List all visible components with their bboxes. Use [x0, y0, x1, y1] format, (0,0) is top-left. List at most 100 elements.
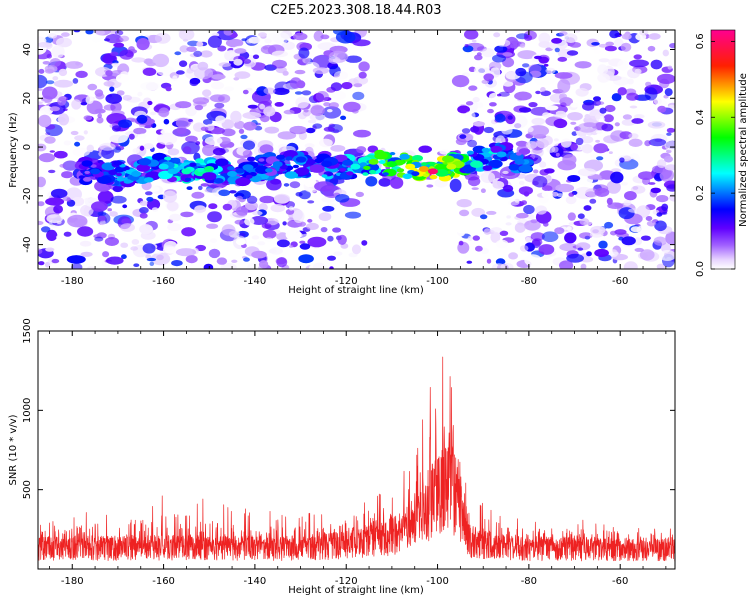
noise-blob	[62, 196, 71, 202]
noise-blob	[606, 180, 621, 194]
noise-blob	[313, 30, 324, 42]
y-tick-label: 1000	[22, 398, 33, 423]
noise-blob	[314, 181, 335, 192]
band-blob	[422, 173, 430, 178]
noise-blob	[197, 61, 209, 71]
noise-blob	[605, 75, 622, 81]
noise-blob	[577, 213, 585, 219]
noise-blob	[480, 214, 488, 220]
band-blob	[321, 174, 328, 178]
band-blob	[518, 148, 531, 155]
noise-blob	[172, 75, 178, 81]
noise-blob	[110, 101, 122, 113]
noise-blob	[543, 168, 555, 174]
noise-blob	[481, 48, 495, 58]
noise-blob	[38, 88, 43, 91]
noise-blob	[627, 68, 641, 79]
noise-blob	[592, 229, 599, 234]
noise-blob	[38, 42, 53, 48]
noise-blob	[667, 65, 673, 70]
noise-blob	[85, 95, 94, 105]
noise-blob	[289, 245, 294, 248]
band-blob	[399, 153, 410, 160]
noise-blob	[648, 33, 661, 40]
noise-blob	[604, 104, 616, 113]
noise-blob	[99, 142, 116, 151]
noise-blob	[194, 104, 204, 111]
noise-blob	[320, 227, 328, 233]
noise-blob	[352, 91, 365, 101]
noise-blob	[221, 224, 236, 236]
noise-blob	[214, 102, 225, 109]
noise-blob	[210, 81, 225, 90]
band-blob	[283, 150, 298, 159]
band-blob	[235, 177, 251, 187]
band-peak	[496, 151, 507, 158]
noise-blob	[209, 238, 218, 244]
noise-blob	[139, 200, 148, 206]
noise-blob	[97, 211, 107, 216]
band-blob	[369, 169, 377, 175]
noise-blob	[657, 105, 667, 113]
spectrogram-frame	[37, 29, 676, 270]
noise-blob	[146, 62, 156, 67]
noise-blob	[650, 187, 661, 194]
band-blob	[265, 168, 273, 173]
noise-blob	[608, 151, 613, 155]
noise-blob	[218, 96, 225, 102]
noise-blob	[282, 221, 287, 226]
noise-blob	[109, 86, 115, 92]
noise-blob	[541, 231, 559, 242]
noise-blob	[45, 261, 51, 268]
noise-blob	[555, 183, 575, 193]
noise-blob	[533, 169, 539, 174]
noise-blob	[119, 49, 134, 60]
noise-blob	[487, 108, 494, 114]
noise-blob	[200, 126, 209, 131]
noise-blob	[147, 100, 153, 106]
noise-blob	[210, 127, 226, 135]
noise-blob	[302, 108, 311, 117]
band-peak	[90, 168, 101, 175]
noise-blob	[175, 101, 192, 109]
noise-blob	[621, 236, 636, 246]
x-tick-label: -80	[521, 276, 537, 287]
noise-blob	[307, 200, 315, 204]
spectrogram-y-ticks: -40 -20 0 20 40	[22, 43, 675, 253]
noise-blob	[661, 203, 669, 211]
noise-blob	[467, 176, 481, 187]
noise-blob	[619, 157, 625, 163]
band-blob	[189, 162, 197, 167]
noise-blob	[242, 89, 249, 95]
noise-blob	[257, 241, 266, 246]
noise-blob	[603, 114, 614, 123]
noise-blob	[449, 178, 462, 193]
noise-blob	[468, 85, 478, 91]
noise-blob	[335, 194, 350, 203]
noise-blob	[491, 263, 506, 269]
noise-blob	[72, 78, 79, 84]
noise-blob	[518, 186, 534, 196]
band-peak	[181, 168, 192, 175]
noise-blob	[234, 48, 247, 54]
noise-blob	[179, 60, 188, 67]
noise-blob	[72, 147, 90, 157]
noise-blob	[665, 231, 675, 245]
noise-blob	[181, 227, 197, 237]
noise-blob	[140, 81, 160, 91]
noise-blob	[71, 99, 82, 110]
colorbar-tick-label: 0.6	[695, 33, 706, 49]
noise-blob	[543, 63, 549, 67]
noise-blob	[259, 195, 276, 204]
noise-blob	[56, 220, 62, 225]
noise-blob	[662, 49, 669, 57]
noise-blob	[156, 132, 178, 145]
noise-blob	[154, 32, 171, 44]
noise-blob	[502, 170, 509, 175]
band-blob	[245, 174, 253, 179]
noise-blob	[266, 178, 282, 191]
noise-blob	[355, 191, 364, 198]
noise-blob	[120, 242, 129, 248]
noise-blob	[283, 109, 295, 115]
band-blob	[258, 158, 265, 162]
